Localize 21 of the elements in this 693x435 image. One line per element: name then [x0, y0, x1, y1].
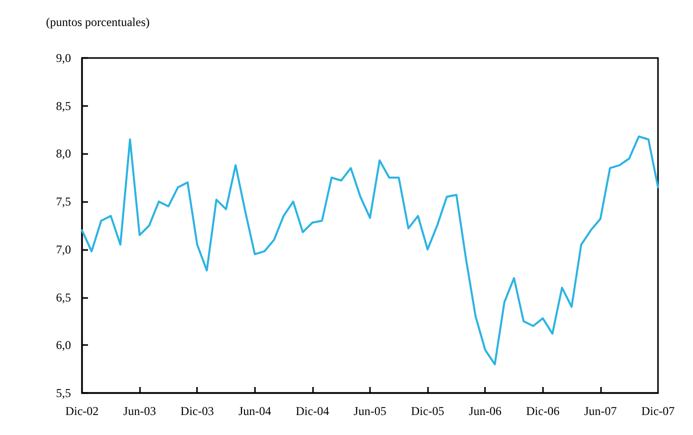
x-tick-label: Dic-06 — [526, 404, 560, 418]
y-tick-label: 7,0 — [56, 242, 71, 256]
y-tick-label: 7,5 — [56, 194, 71, 209]
y-tick-label: 5,5 — [56, 386, 71, 400]
x-tick-label: Jun-05 — [354, 404, 386, 418]
x-tick-label: Dic-03 — [180, 404, 214, 418]
y-tick-label: 8,5 — [56, 98, 71, 113]
x-tick-label: Dic-05 — [410, 404, 444, 418]
x-tick-label: Jun-06 — [468, 404, 502, 418]
x-tick-label: Jun-07 — [584, 404, 617, 418]
x-tick-label: Jun-04 — [238, 404, 272, 418]
y-tick-label: 8,0 — [56, 146, 71, 161]
y-axis-title: (puntos porcentuales) — [46, 15, 150, 29]
x-tick-label: Jun-03 — [123, 404, 156, 418]
x-tick-label: Dic-07 — [641, 404, 675, 418]
line-series — [81, 135, 659, 366]
x-tick-label: Dic-02 — [65, 404, 99, 418]
y-tick-label: 6,0 — [56, 338, 71, 352]
x-tick-label: Dic-04 — [296, 404, 330, 418]
y-tick-label: 9,0 — [56, 51, 71, 65]
y-tick-label: 6,5 — [56, 290, 71, 304]
